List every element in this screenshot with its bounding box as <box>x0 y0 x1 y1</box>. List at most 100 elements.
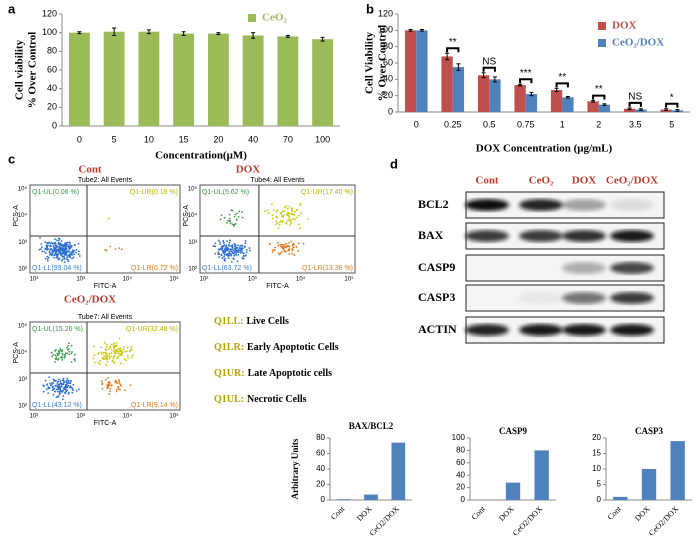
event-dot <box>286 219 289 222</box>
y-tick-label: 10⁴ <box>188 212 198 219</box>
event-dot <box>72 256 75 259</box>
event-dot <box>279 219 282 222</box>
event-dot <box>72 383 75 386</box>
event-dot <box>67 380 70 383</box>
error-bar <box>565 95 570 99</box>
flow-legend-text: Necrotic Cells <box>247 394 307 405</box>
event-dot <box>48 376 51 378</box>
event-dot <box>59 249 62 252</box>
event-dot <box>231 252 234 255</box>
event-dot <box>106 356 109 359</box>
event-dot <box>49 248 52 251</box>
event-dot <box>235 253 237 256</box>
y-tick-label: 80 <box>456 446 465 455</box>
event-dot <box>276 216 279 219</box>
event-dot <box>61 258 64 261</box>
event-dot <box>44 257 47 260</box>
event-dot <box>290 222 292 225</box>
error-bar <box>529 91 534 97</box>
y-axis-label: Arbitrary Units <box>290 438 300 499</box>
x-tick-label: 10⁴ <box>123 276 133 283</box>
event-dot <box>280 212 282 215</box>
event-dot <box>46 244 49 247</box>
event-dot <box>291 252 294 255</box>
event-dot <box>109 382 111 384</box>
quadrant-label: Q1-LR(9.14 %) <box>131 402 178 409</box>
event-dot <box>236 247 239 249</box>
event-dot <box>231 223 234 226</box>
event-dot <box>278 223 281 226</box>
error-bar <box>216 32 221 36</box>
event-dot <box>56 354 59 356</box>
event-dot <box>105 346 108 348</box>
event-dot <box>63 261 66 264</box>
event-dot <box>108 384 111 387</box>
event-dot <box>240 249 243 252</box>
significance-label: ** <box>595 84 603 95</box>
event-dot <box>223 244 226 246</box>
event-dot <box>282 246 285 249</box>
event-dot <box>287 212 289 214</box>
significance-label: ** <box>558 72 566 83</box>
event-dot <box>229 222 232 225</box>
event-dot <box>99 360 101 362</box>
significance-bracket <box>665 102 679 108</box>
blot-band <box>562 262 606 274</box>
x-tick-label: CeO2/DOX <box>368 504 402 538</box>
flow-plot-frame <box>29 321 181 411</box>
event-dot <box>68 350 71 353</box>
event-dot <box>107 348 109 351</box>
event-dot <box>232 257 235 260</box>
y-tick-label: 10 <box>592 464 601 473</box>
event-dot <box>120 349 123 352</box>
blot-band <box>610 324 654 336</box>
event-dot <box>297 250 300 252</box>
event-dot <box>281 220 284 222</box>
event-dot <box>66 386 69 389</box>
event-dot <box>54 354 57 357</box>
event-dot <box>54 243 57 245</box>
event-dot <box>298 204 301 207</box>
event-dot <box>130 348 133 351</box>
event-dot <box>92 357 95 360</box>
error-bar <box>320 36 325 42</box>
event-dot <box>236 212 239 215</box>
event-dot <box>57 237 60 240</box>
event-dot <box>126 350 128 353</box>
event-dot <box>109 390 111 393</box>
event-dot <box>53 387 56 390</box>
event-dot <box>233 242 236 245</box>
blot-band <box>465 199 509 211</box>
event-dot <box>124 389 126 392</box>
event-dot <box>118 337 121 340</box>
y-tick-label: 60 <box>316 449 325 458</box>
event-dot <box>58 250 61 252</box>
x-tick-label: 0.75 <box>517 119 535 129</box>
event-dot <box>218 253 221 255</box>
bar <box>534 450 549 500</box>
event-dot <box>226 240 228 243</box>
event-dot <box>214 242 217 245</box>
event-dot <box>264 210 266 213</box>
event-dot <box>248 247 251 249</box>
event-dot <box>58 257 61 260</box>
event-dot <box>63 245 66 248</box>
error-bar <box>408 29 413 32</box>
y-tick-label: 40 <box>47 83 57 93</box>
event-dot <box>44 252 47 255</box>
event-dot <box>46 248 49 251</box>
x-tick-label: 10³ <box>76 277 85 283</box>
event-dot <box>219 218 222 221</box>
event-dot <box>122 348 125 351</box>
event-dot <box>292 246 295 249</box>
legend-label: CeO₂/DOX <box>612 37 664 49</box>
quadrant-label: Q1-UR(17.40 %) <box>301 189 353 196</box>
event-dot <box>61 249 64 252</box>
x-tick-label: 10⁵ <box>344 276 354 283</box>
event-dot <box>60 356 63 358</box>
event-dot <box>66 377 69 380</box>
x-tick-label: 0 <box>414 119 419 129</box>
event-dot <box>59 388 62 391</box>
y-axis-label: % Over Control <box>377 25 389 102</box>
event-dot <box>69 380 72 383</box>
